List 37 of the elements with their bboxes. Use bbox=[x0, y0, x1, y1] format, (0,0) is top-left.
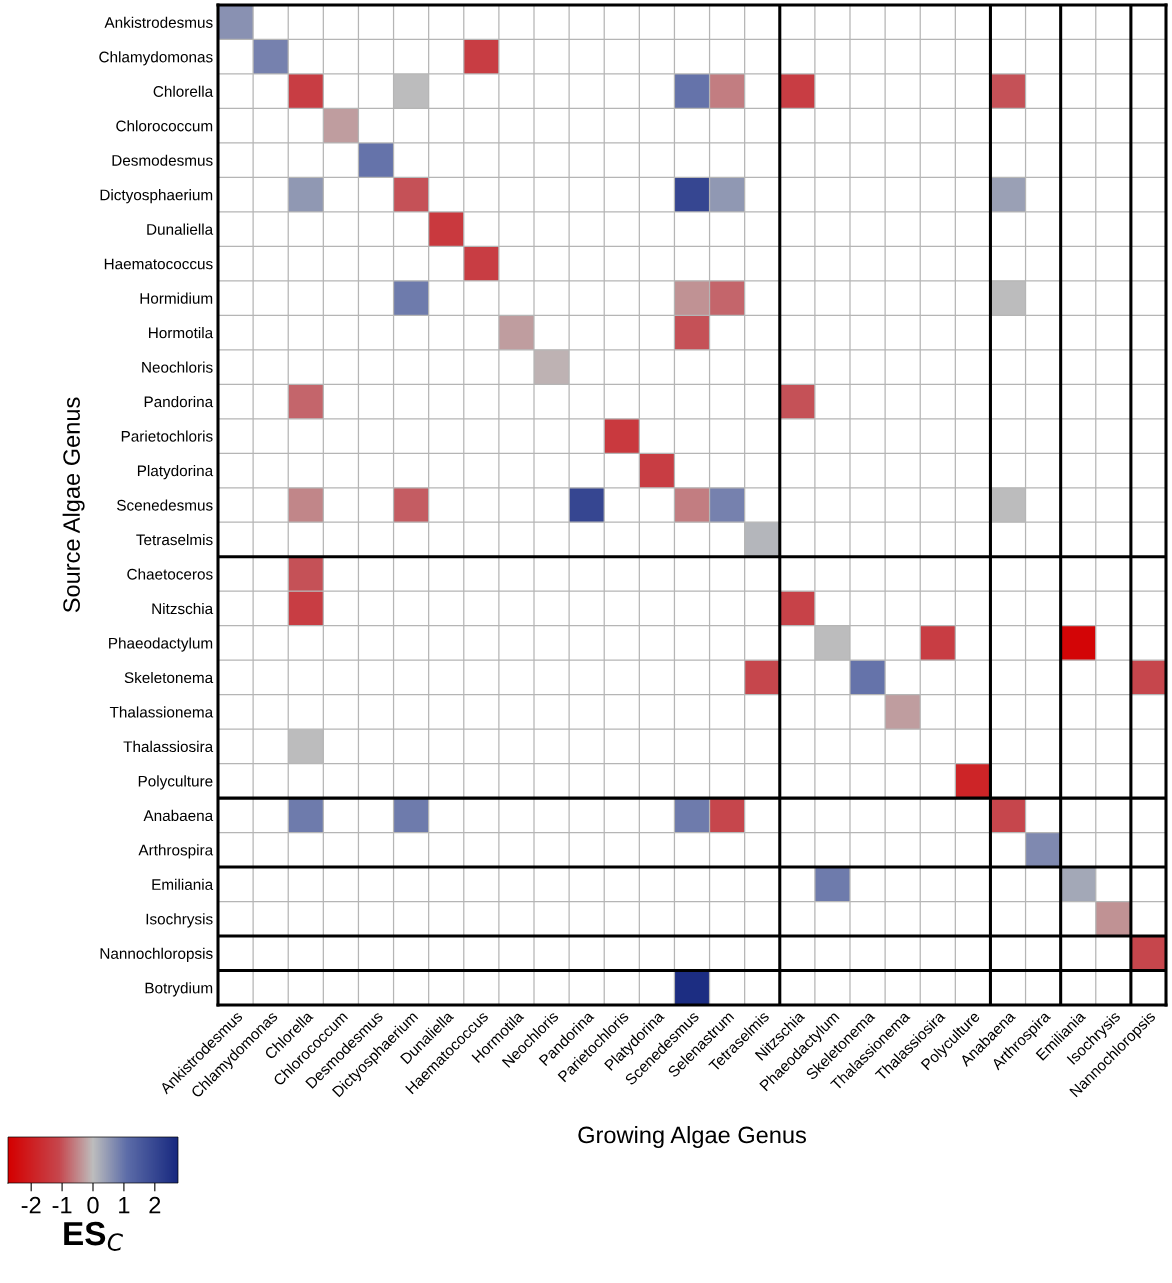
y-tick-label: Ankistrodesmus bbox=[104, 16, 213, 28]
y-tick-label: Chlorella bbox=[153, 85, 214, 97]
y-tick-label: Hormotila bbox=[149, 327, 214, 339]
y-tick-label: Parietochloris bbox=[121, 430, 213, 442]
y-tick-label: Chlamydomonas bbox=[99, 51, 213, 66]
y-tick-label: Arthrospira bbox=[138, 844, 214, 859]
y-tick-label: Tetraselmis bbox=[136, 533, 213, 546]
y-tick-label: Thalassionema bbox=[109, 706, 214, 718]
color-bar-label: 1 bbox=[119, 1197, 130, 1214]
color-bar-label: 2 bbox=[149, 1196, 161, 1214]
y-tick-label: Isochrysis bbox=[146, 913, 213, 928]
y-tick-label: Phaeodactylum bbox=[109, 637, 213, 652]
y-tick-label: Emiliania bbox=[152, 878, 214, 890]
y-tick-label: Neochloris bbox=[142, 361, 213, 373]
y-tick-label: Desmodesmus bbox=[112, 154, 213, 166]
x-axis-title: Growing Algae Genus bbox=[578, 1125, 806, 1148]
y-tick-label: Polyculture bbox=[138, 775, 213, 790]
color-bar-label: -2 bbox=[21, 1196, 41, 1214]
color-bar-title: ES$_{C}$ bbox=[64, 1221, 123, 1251]
y-tick-label: Dictyosphaerium bbox=[100, 189, 213, 204]
y-tick-label: Platydorina bbox=[137, 464, 214, 480]
y-tick-label: Nannochloropsis bbox=[100, 947, 213, 962]
y-tick-label: Haematococcus bbox=[104, 258, 213, 270]
y-tick-label: Botrydium bbox=[145, 982, 213, 997]
y-tick-label: Anabaena bbox=[143, 809, 214, 822]
y-tick-label: Chlorococcum bbox=[116, 120, 213, 132]
y-tick-label: Skeletonema bbox=[124, 671, 214, 684]
y-tick-label: Thalassiosira bbox=[123, 740, 214, 753]
y-tick-label: Dunaliella bbox=[147, 223, 214, 235]
color-bar-label: 0 bbox=[87, 1196, 99, 1214]
y-tick-label: Scenedesmus bbox=[117, 499, 213, 511]
color-bar-label: -1 bbox=[52, 1197, 72, 1214]
y-tick-label: Pandorina bbox=[144, 396, 214, 408]
y-tick-label: Chaetoceros bbox=[127, 568, 213, 580]
y-tick-label: Hormidium bbox=[140, 292, 213, 304]
y-tick-label: Nitzschia bbox=[152, 602, 214, 615]
y-axis-title: Source Algae Genus bbox=[62, 397, 85, 613]
